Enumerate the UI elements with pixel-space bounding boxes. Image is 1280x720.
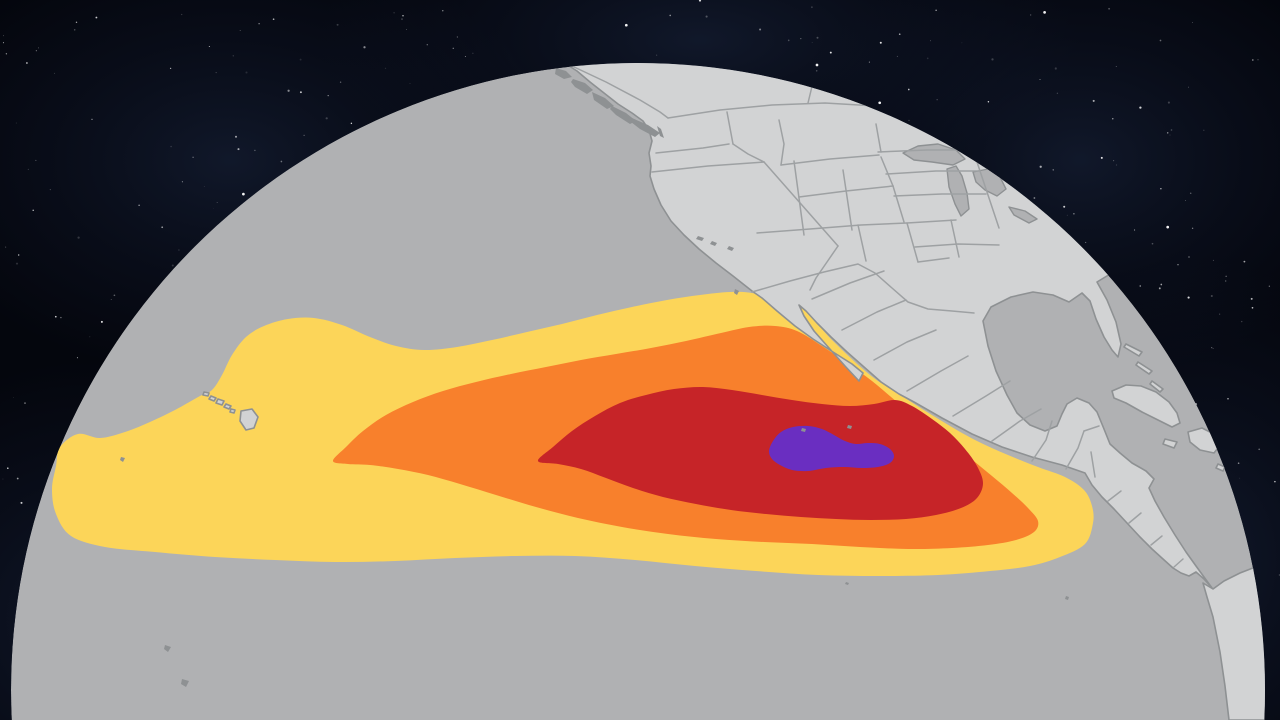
border-guatemala xyxy=(1090,451,1096,478)
border-nm-tx xyxy=(906,222,919,263)
border-centam-1 xyxy=(1107,490,1122,502)
border-mex-6 xyxy=(991,408,1042,442)
border-centam-2 xyxy=(1128,512,1142,524)
heat-contours xyxy=(52,291,1094,576)
border-ca-az xyxy=(809,245,839,291)
border-tx-panhandle-east xyxy=(950,219,960,258)
jamaica-island xyxy=(1162,438,1178,449)
border-wa-id xyxy=(726,111,734,145)
border-mt-south xyxy=(780,154,880,166)
hawaii-islands xyxy=(202,391,259,431)
border-yucatan xyxy=(1083,425,1100,432)
border-mex-8 xyxy=(1065,430,1085,470)
border-mex-3 xyxy=(873,329,937,361)
border-tx-panhandle-south xyxy=(917,257,950,263)
puget-sound-inlet xyxy=(657,126,664,138)
border-wa-or xyxy=(655,143,730,154)
heat-level-3-contour xyxy=(537,386,983,520)
border-mex-7 xyxy=(1031,420,1053,462)
border-centam-4 xyxy=(1173,558,1184,568)
border-or-ca xyxy=(651,161,765,173)
lake-michigan xyxy=(946,165,970,217)
border-37n xyxy=(756,219,957,234)
border-ok-tx xyxy=(914,243,1000,248)
bahamas-islands xyxy=(1123,343,1226,472)
border-ne-ks xyxy=(893,193,987,197)
border-ut-co xyxy=(842,169,853,231)
border-az-nm xyxy=(857,224,867,262)
border-id-mt xyxy=(778,119,785,166)
guadalupe-island xyxy=(734,289,739,295)
lake-erie xyxy=(1008,206,1038,224)
border-co-ks xyxy=(892,185,905,223)
border-nv-ut xyxy=(793,160,805,236)
vancouver-island xyxy=(631,118,660,137)
border-us-mexico xyxy=(751,263,975,314)
border-mex-2 xyxy=(841,299,907,331)
border-nd-sd xyxy=(877,149,971,153)
heat-level-4-contour xyxy=(768,425,894,472)
border-mn-west xyxy=(972,149,1000,229)
cuba-island xyxy=(1111,384,1181,428)
border-mex-1 xyxy=(811,270,885,300)
bc-archipelago xyxy=(120,68,1069,687)
border-centam-3 xyxy=(1150,535,1163,546)
border-ak-bc xyxy=(571,65,669,119)
globe xyxy=(11,63,1265,720)
border-or-id xyxy=(732,143,765,163)
border-sd-ne xyxy=(885,170,980,175)
border-mt-nd xyxy=(875,123,882,153)
border-mex-4 xyxy=(906,355,969,392)
border-mex-5 xyxy=(952,380,1011,417)
border-ca-nv xyxy=(763,161,839,247)
border-wy-east xyxy=(880,156,894,187)
channel-islands xyxy=(696,236,734,251)
